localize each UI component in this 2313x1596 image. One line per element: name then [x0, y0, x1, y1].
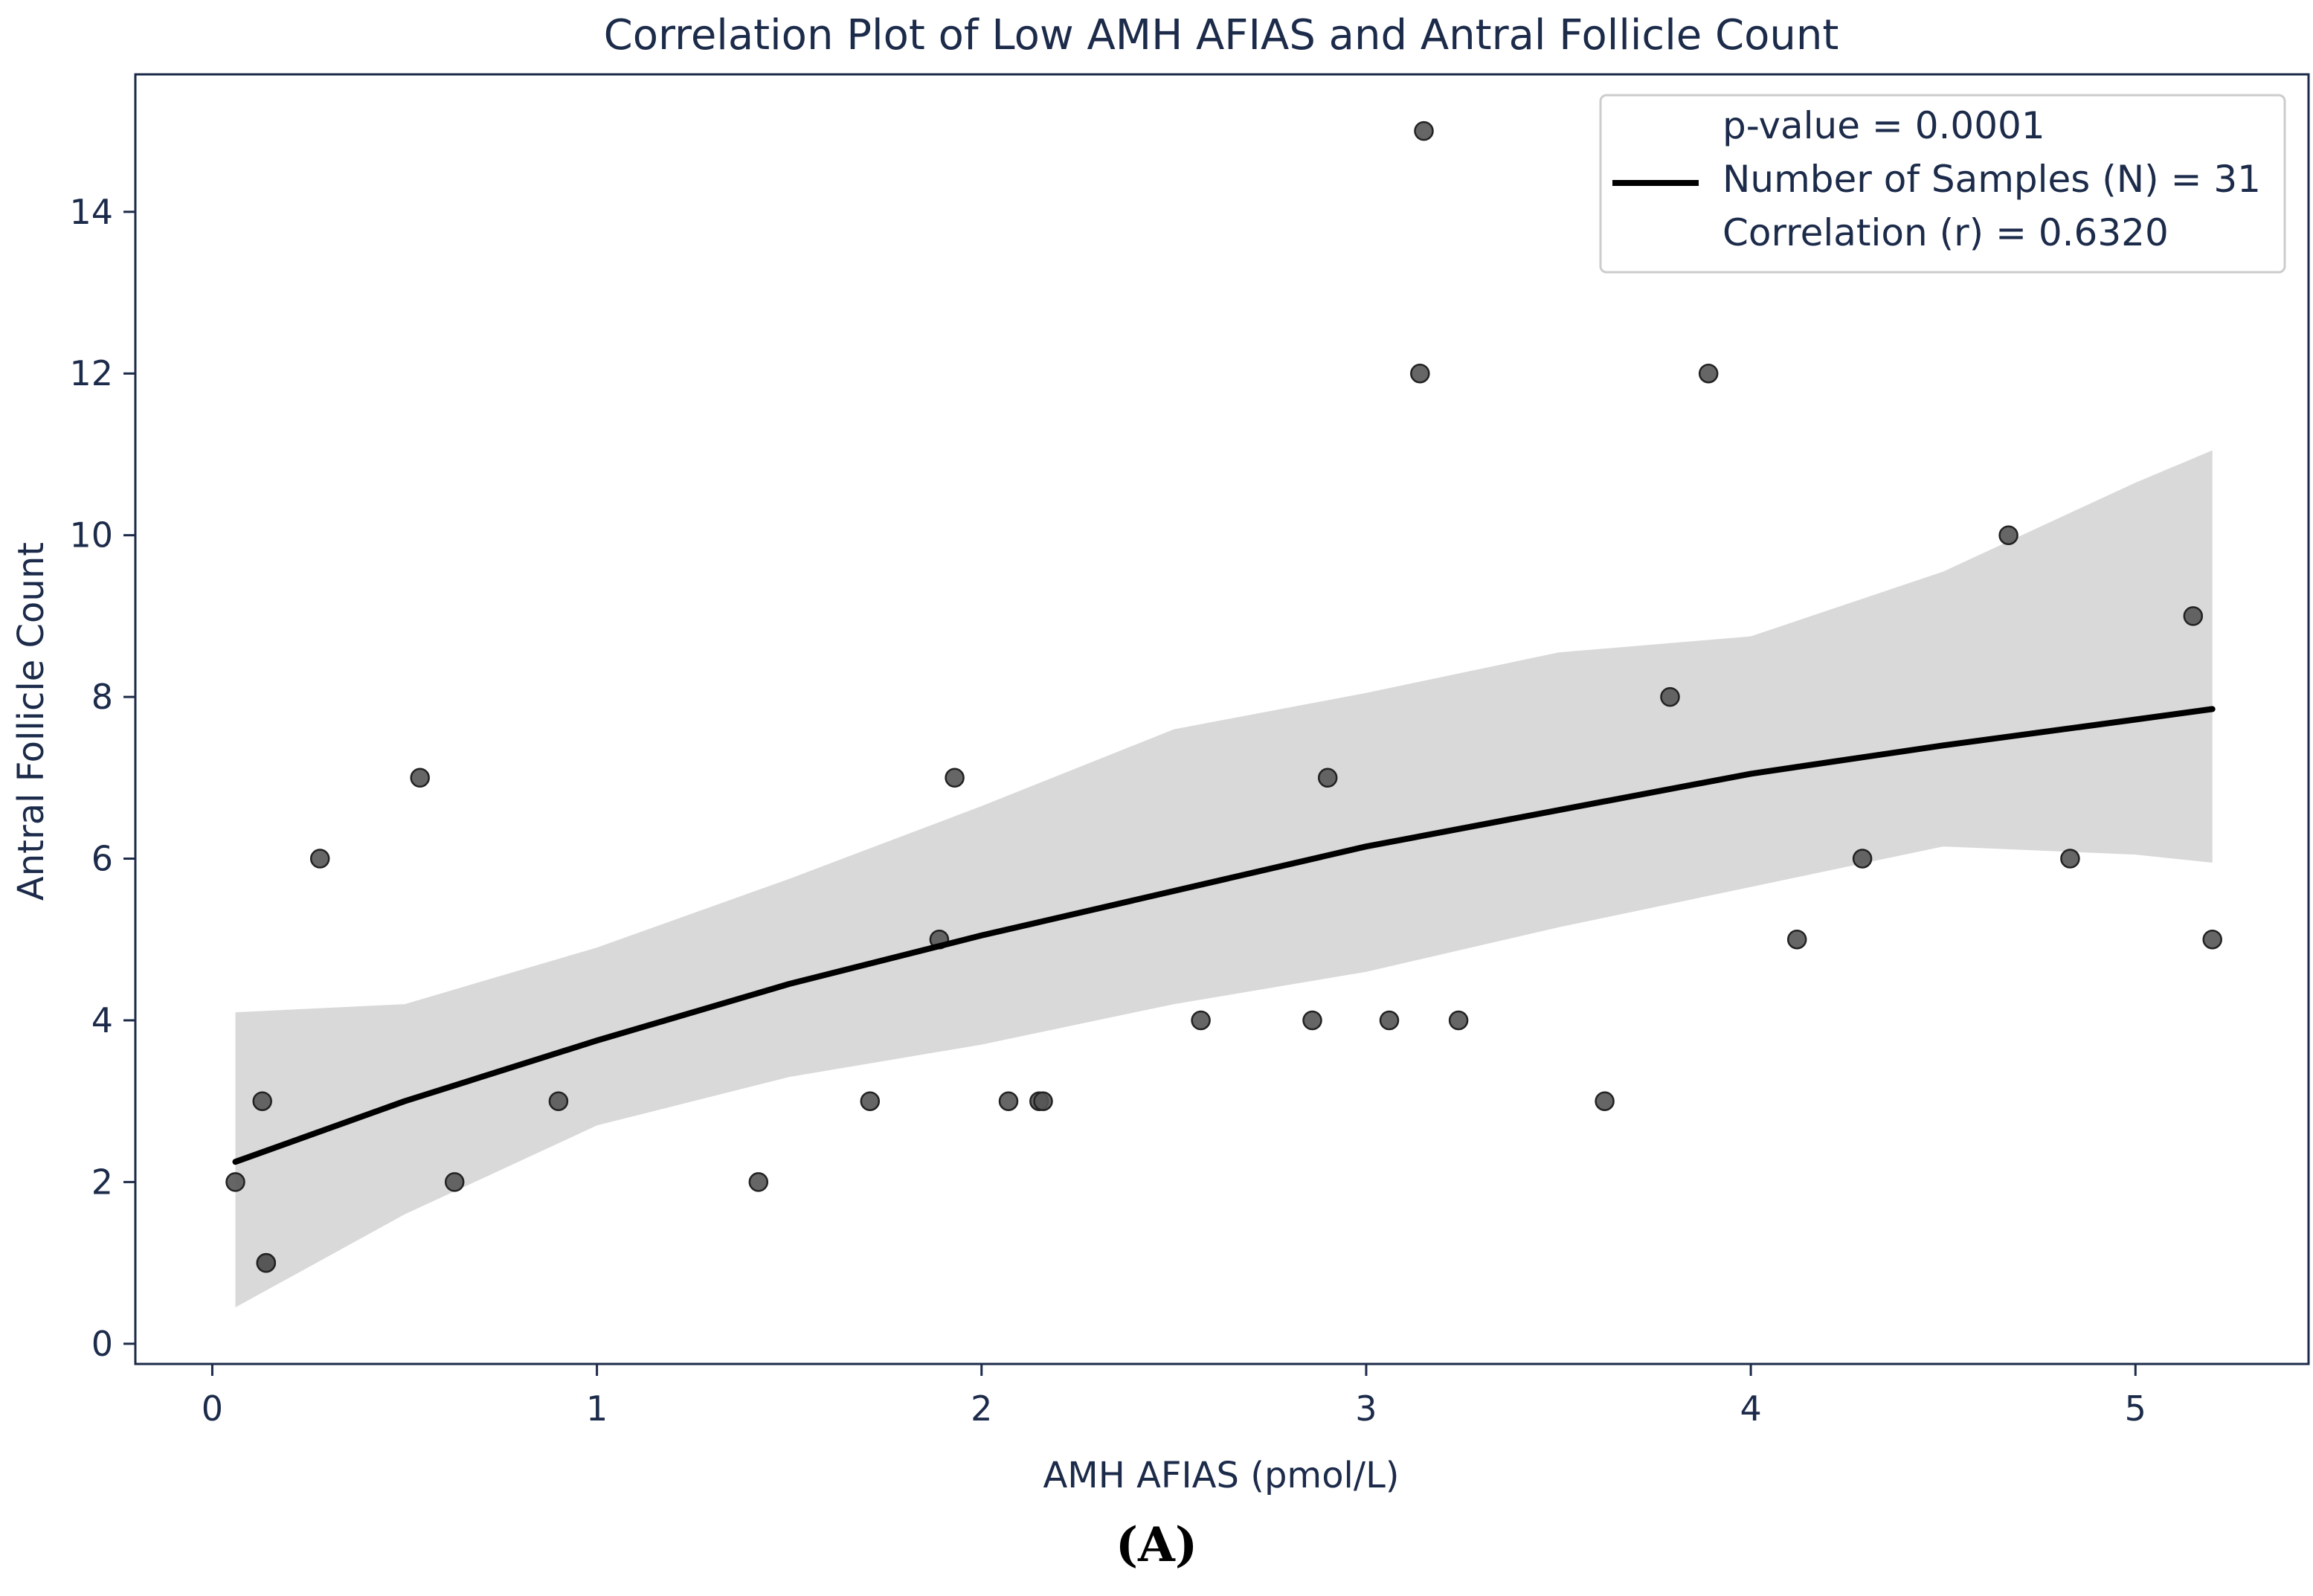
data-point — [225, 1172, 245, 1192]
data-point — [998, 1091, 1019, 1111]
y-axis-label: Antral Follicle Count — [10, 542, 52, 901]
x-axis-label: AMH AFIAS (pmol/L) — [1043, 1455, 1399, 1496]
x-tick-label: 0 — [202, 1389, 223, 1429]
x-tick-label: 3 — [1355, 1389, 1377, 1429]
legend-p-value: p-value = 0.0001 — [1722, 104, 2045, 147]
legend-correlation: Correlation (r) = 0.6320 — [1722, 211, 2169, 254]
y-tick-label: 14 — [69, 192, 113, 232]
data-point — [1410, 363, 1430, 384]
data-point — [1998, 525, 2018, 545]
x-tick-label: 4 — [1740, 1389, 1761, 1429]
panel-label: (A) — [1115, 1517, 1198, 1573]
data-point — [1033, 1091, 1053, 1111]
y-tick-label: 12 — [69, 353, 113, 393]
data-point — [1379, 1010, 1400, 1031]
y-tick-label: 0 — [91, 1324, 113, 1364]
plot-frame — [134, 73, 2310, 1365]
data-point — [256, 1252, 277, 1273]
data-point — [1595, 1091, 1615, 1111]
legend-n-samples: Number of Samples (N) = 31 — [1722, 158, 2261, 201]
y-tick-label: 6 — [91, 839, 113, 879]
data-point — [1852, 849, 1873, 869]
plot-area — [225, 120, 2222, 1307]
data-point — [2202, 929, 2222, 950]
data-point — [1317, 768, 1338, 788]
data-point — [2183, 606, 2204, 626]
x-tick-label: 1 — [586, 1389, 608, 1429]
data-point — [410, 768, 430, 788]
data-point — [444, 1172, 465, 1192]
data-point — [860, 1091, 881, 1111]
y-tick-label: 4 — [91, 1000, 113, 1040]
data-point — [1414, 120, 1434, 141]
y-tick-label: 2 — [91, 1162, 113, 1202]
x-tick-label: 5 — [2125, 1389, 2146, 1429]
data-point — [1448, 1010, 1469, 1031]
x-tick-label: 2 — [971, 1389, 992, 1429]
data-point — [548, 1091, 569, 1111]
legend: p-value = 0.0001 Number of Samples (N) =… — [1599, 94, 2286, 274]
data-point — [1191, 1010, 1211, 1031]
regression-line — [232, 706, 2216, 1165]
chart-title: Correlation Plot of Low AMH AFIAS and An… — [604, 11, 1839, 59]
data-point — [1786, 929, 1807, 950]
data-point — [309, 849, 330, 869]
data-point — [1660, 686, 1680, 707]
y-tick-label: 8 — [91, 677, 113, 717]
data-point — [1302, 1010, 1322, 1031]
y-tick-label: 10 — [69, 515, 113, 556]
data-point — [2060, 849, 2080, 869]
data-point — [1698, 363, 1719, 384]
data-point — [252, 1091, 272, 1111]
legend-box — [1599, 94, 2286, 274]
data-point — [945, 768, 965, 788]
data-point — [748, 1172, 769, 1192]
